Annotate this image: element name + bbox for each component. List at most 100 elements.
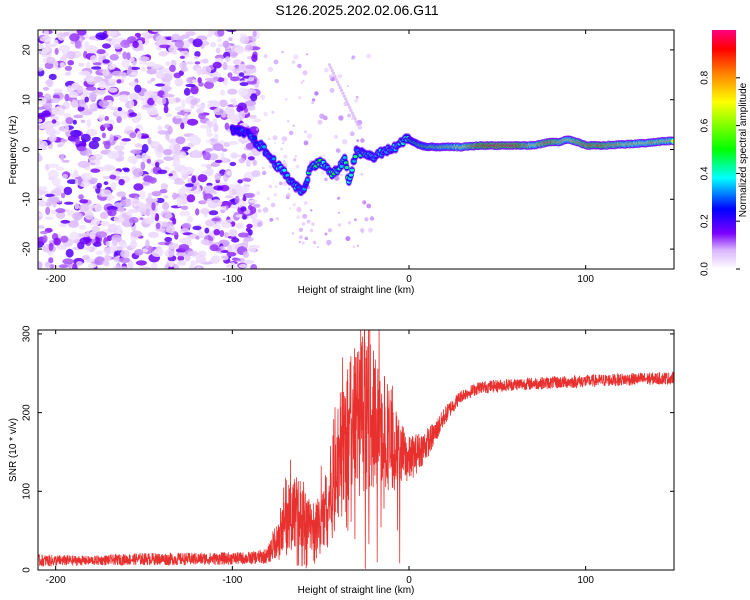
noise-speckle: [68, 91, 79, 98]
noise-speckle: [306, 53, 309, 56]
noise-speckle: [120, 249, 130, 258]
noise-speckle: [179, 152, 187, 159]
noise-speckle: [194, 61, 201, 65]
noise-speckle: [145, 61, 156, 67]
noise-speckle: [91, 136, 101, 142]
noise-speckle: [51, 177, 61, 187]
noise-speckle: [80, 133, 91, 143]
noise-speckle: [71, 83, 79, 89]
noise-speckle: [145, 239, 150, 249]
noise-speckle: [130, 71, 139, 76]
noise-speckle: [360, 172, 364, 176]
noise-speckle: [63, 186, 73, 196]
noise-speckle: [65, 117, 74, 125]
noise-speckle: [127, 260, 134, 269]
noise-speckle: [176, 111, 187, 116]
noise-speckle: [132, 202, 141, 207]
noise-speckle: [220, 206, 227, 211]
noise-speckle: [245, 227, 251, 233]
noise-speckle: [168, 242, 179, 249]
noise-speckle: [197, 77, 202, 84]
snr-y-label: SNR (10 * v/v): [8, 418, 19, 482]
noise-speckle: [44, 216, 54, 220]
noise-speckle: [360, 138, 365, 143]
noise-speckle: [156, 197, 165, 204]
noise-speckle: [77, 160, 90, 168]
noise-speckle: [311, 222, 315, 226]
noise-speckle: [89, 231, 97, 240]
noise-speckle: [306, 219, 311, 224]
noise-speckle: [132, 168, 144, 178]
noise-speckle: [282, 142, 285, 145]
noise-speckle: [354, 98, 359, 103]
noise-speckle: [50, 97, 60, 104]
noise-speckle: [172, 158, 181, 166]
noise-speckle: [238, 158, 246, 164]
noise-speckle: [215, 221, 220, 230]
noise-speckle: [167, 125, 173, 135]
x-tick-label: 100: [577, 575, 594, 586]
noise-speckle: [147, 192, 152, 202]
noise-speckle: [245, 159, 251, 168]
noise-speckle: [113, 43, 122, 50]
noise-speckle: [87, 263, 97, 269]
noise-speckle: [341, 139, 348, 145]
noise-speckle: [42, 235, 48, 243]
noise-speckle: [61, 159, 70, 163]
noise-speckle: [95, 250, 104, 256]
noise-speckle: [74, 40, 82, 49]
noise-speckle: [91, 66, 102, 70]
noise-speckle: [341, 91, 345, 95]
noise-speckle: [49, 134, 57, 142]
noise-speckle: [227, 112, 234, 116]
noise-speckle: [190, 139, 201, 146]
noise-speckle: [147, 231, 160, 238]
noise-speckle: [263, 111, 268, 117]
noise-speckle: [129, 208, 137, 213]
colorbar-ticks: 0.0 0.2 0.4 0.6 0.8: [700, 70, 740, 276]
noise-speckle: [183, 108, 193, 113]
noise-speckle: [250, 264, 258, 269]
noise-speckle: [200, 208, 210, 215]
noise-speckle: [161, 96, 167, 105]
noise-speckle: [229, 161, 237, 167]
noise-speckle: [118, 179, 125, 186]
noise-speckle: [195, 255, 207, 264]
noise-speckle: [238, 110, 245, 120]
noise-speckle: [275, 217, 280, 221]
noise-speckle: [222, 62, 228, 71]
noise-speckle: [80, 110, 93, 116]
snr-frame: [37, 329, 675, 571]
noise-speckle: [302, 79, 305, 82]
noise-speckle: [227, 88, 238, 95]
noise-speckle: [208, 30, 213, 36]
noise-speckle: [162, 93, 175, 98]
noise-speckle: [138, 96, 144, 101]
noise-speckle: [64, 65, 73, 71]
noise-speckle: [120, 266, 129, 269]
noise-speckle: [108, 209, 117, 217]
noise-speckle: [146, 68, 157, 75]
noise-speckle: [210, 199, 223, 207]
noise-speckle: [237, 102, 247, 111]
noise-speckle: [197, 174, 208, 183]
noise-speckle: [174, 39, 184, 48]
noise-speckle: [60, 192, 66, 199]
noise-speckle: [257, 208, 262, 213]
noise-speckle: [352, 114, 356, 118]
noise-speckle: [213, 76, 219, 81]
noise-speckle: [263, 54, 268, 59]
noise-speckle: [117, 107, 123, 112]
noise-speckle: [214, 159, 223, 163]
noise-speckle: [267, 66, 274, 73]
noise-speckle: [46, 78, 54, 88]
noise-speckle: [116, 79, 122, 84]
colorbar-tick-label: 0.4: [700, 166, 711, 180]
noise-speckle: [213, 133, 219, 140]
y-tick-label: 300: [22, 325, 33, 342]
noise-speckle: [136, 130, 142, 140]
ridge-point: [350, 168, 355, 172]
noise-speckle: [178, 187, 187, 197]
noise-speckle: [43, 30, 49, 37]
